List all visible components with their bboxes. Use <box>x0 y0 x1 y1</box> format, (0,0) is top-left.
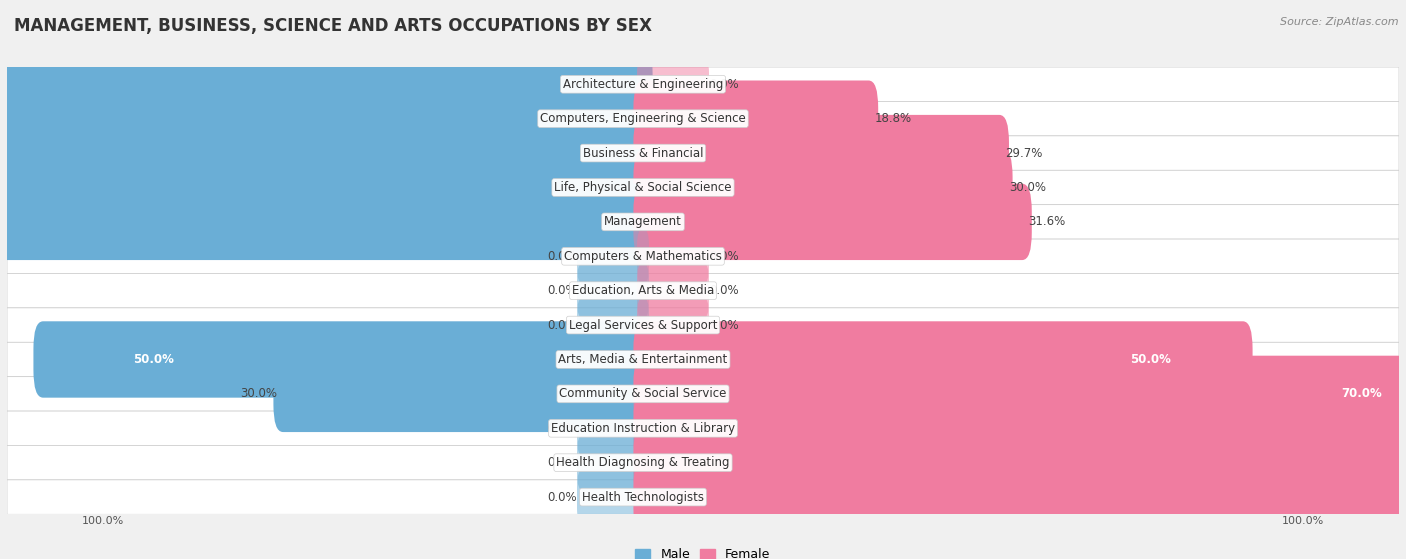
FancyBboxPatch shape <box>7 273 1399 308</box>
FancyBboxPatch shape <box>633 184 1032 260</box>
FancyBboxPatch shape <box>637 297 709 353</box>
FancyBboxPatch shape <box>7 342 1399 377</box>
Text: Education, Arts & Media: Education, Arts & Media <box>572 284 714 297</box>
FancyBboxPatch shape <box>273 356 652 432</box>
Text: 0.0%: 0.0% <box>547 319 576 331</box>
FancyBboxPatch shape <box>637 56 709 112</box>
Text: 30.0%: 30.0% <box>240 387 277 400</box>
FancyBboxPatch shape <box>576 229 650 284</box>
Text: 0.0%: 0.0% <box>547 250 576 263</box>
FancyBboxPatch shape <box>0 149 652 226</box>
Text: 70.0%: 70.0% <box>1341 387 1382 400</box>
Text: 100.0%: 100.0% <box>1282 516 1324 526</box>
Text: 0.0%: 0.0% <box>547 491 576 504</box>
FancyBboxPatch shape <box>7 170 1399 205</box>
FancyBboxPatch shape <box>7 377 1399 411</box>
Text: 100.0%: 100.0% <box>82 516 124 526</box>
Text: Computers & Mathematics: Computers & Mathematics <box>564 250 721 263</box>
FancyBboxPatch shape <box>633 356 1406 432</box>
Text: 0.0%: 0.0% <box>709 319 738 331</box>
Text: Source: ZipAtlas.com: Source: ZipAtlas.com <box>1281 17 1399 27</box>
Text: 18.8%: 18.8% <box>875 112 911 125</box>
FancyBboxPatch shape <box>7 67 1399 102</box>
Text: Computers, Engineering & Science: Computers, Engineering & Science <box>540 112 745 125</box>
FancyBboxPatch shape <box>633 149 1012 226</box>
FancyBboxPatch shape <box>0 46 652 122</box>
Text: Life, Physical & Social Science: Life, Physical & Social Science <box>554 181 731 194</box>
FancyBboxPatch shape <box>637 263 709 319</box>
FancyBboxPatch shape <box>7 136 1399 170</box>
Text: 50.0%: 50.0% <box>134 353 174 366</box>
Text: 29.7%: 29.7% <box>1005 146 1043 159</box>
FancyBboxPatch shape <box>633 115 1010 191</box>
Text: 31.6%: 31.6% <box>1028 215 1066 229</box>
Text: 0.0%: 0.0% <box>709 78 738 91</box>
FancyBboxPatch shape <box>7 102 1399 136</box>
Text: Management: Management <box>605 215 682 229</box>
FancyBboxPatch shape <box>0 184 652 260</box>
FancyBboxPatch shape <box>576 297 650 353</box>
FancyBboxPatch shape <box>576 400 650 456</box>
FancyBboxPatch shape <box>7 308 1399 342</box>
FancyBboxPatch shape <box>7 411 1399 446</box>
Text: 0.0%: 0.0% <box>709 284 738 297</box>
Text: Architecture & Engineering: Architecture & Engineering <box>562 78 723 91</box>
FancyBboxPatch shape <box>576 435 650 491</box>
FancyBboxPatch shape <box>7 446 1399 480</box>
Text: 50.0%: 50.0% <box>1130 353 1171 366</box>
Text: Legal Services & Support: Legal Services & Support <box>569 319 717 331</box>
Text: Education Instruction & Library: Education Instruction & Library <box>551 422 735 435</box>
FancyBboxPatch shape <box>576 469 650 525</box>
Text: Health Technologists: Health Technologists <box>582 491 704 504</box>
FancyBboxPatch shape <box>633 321 1253 397</box>
FancyBboxPatch shape <box>7 480 1399 514</box>
FancyBboxPatch shape <box>637 229 709 284</box>
Text: MANAGEMENT, BUSINESS, SCIENCE AND ARTS OCCUPATIONS BY SEX: MANAGEMENT, BUSINESS, SCIENCE AND ARTS O… <box>14 17 652 35</box>
Text: 0.0%: 0.0% <box>547 284 576 297</box>
Text: Arts, Media & Entertainment: Arts, Media & Entertainment <box>558 353 728 366</box>
FancyBboxPatch shape <box>576 263 650 319</box>
FancyBboxPatch shape <box>7 205 1399 239</box>
Text: Community & Social Service: Community & Social Service <box>560 387 727 400</box>
Text: 0.0%: 0.0% <box>547 422 576 435</box>
FancyBboxPatch shape <box>7 239 1399 273</box>
Text: 0.0%: 0.0% <box>709 250 738 263</box>
FancyBboxPatch shape <box>633 459 1406 536</box>
FancyBboxPatch shape <box>0 80 652 157</box>
Text: Health Diagnosing & Treating: Health Diagnosing & Treating <box>557 456 730 469</box>
Text: 30.0%: 30.0% <box>1010 181 1046 194</box>
FancyBboxPatch shape <box>633 80 879 157</box>
FancyBboxPatch shape <box>0 115 652 191</box>
FancyBboxPatch shape <box>34 321 652 397</box>
Legend: Male, Female: Male, Female <box>630 543 776 559</box>
FancyBboxPatch shape <box>633 424 1406 501</box>
Text: 0.0%: 0.0% <box>547 456 576 469</box>
FancyBboxPatch shape <box>633 390 1406 466</box>
Text: Business & Financial: Business & Financial <box>582 146 703 159</box>
